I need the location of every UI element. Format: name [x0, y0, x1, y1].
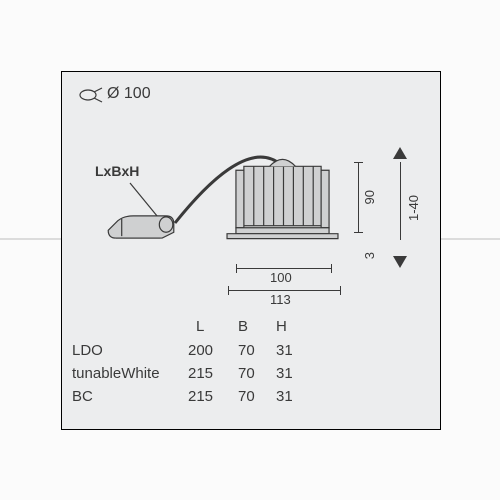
dim-3-value: 3	[362, 252, 377, 259]
table-cell: 215	[188, 388, 213, 405]
dim-100-tick	[236, 264, 237, 273]
table-cell: 200	[188, 342, 213, 359]
dim-90-value: 90	[362, 190, 377, 204]
cable-line	[0, 0, 500, 500]
dim-113-tick	[228, 286, 229, 295]
dim-clamp-value: 1-40	[406, 195, 421, 221]
table-header-h: H	[276, 318, 287, 335]
table-header-b: B	[238, 318, 248, 335]
table-cell: 31	[276, 365, 293, 382]
table-cell: 70	[238, 365, 255, 382]
dim-90-tick	[354, 162, 363, 163]
dim-100-value: 100	[270, 270, 292, 285]
table-header-l: L	[196, 318, 204, 335]
dim-clamp-line	[400, 162, 401, 240]
dim-90-tick	[354, 232, 363, 233]
table-row-label: LDO	[72, 342, 103, 359]
table-cell: 215	[188, 365, 213, 382]
dim-100-tick	[331, 264, 332, 273]
dim-113-tick	[340, 286, 341, 295]
table-row-label: BC	[72, 388, 93, 405]
dim-113-line	[228, 290, 340, 291]
dim-90-line	[358, 162, 359, 232]
diagram-canvas: Ø 100 LxBxH	[0, 0, 500, 500]
dim-clamp-arrow-top-icon	[393, 147, 407, 159]
table-cell: 31	[276, 342, 293, 359]
dim-clamp-arrow-bot-icon	[393, 256, 407, 268]
dim-113-value: 113	[270, 292, 291, 307]
dim-100-line	[236, 268, 331, 269]
table-row-label: tunableWhite	[72, 365, 160, 382]
table-cell: 31	[276, 388, 293, 405]
fixture-section-icon	[230, 160, 335, 240]
table-cell: 70	[238, 388, 255, 405]
table-cell: 70	[238, 342, 255, 359]
